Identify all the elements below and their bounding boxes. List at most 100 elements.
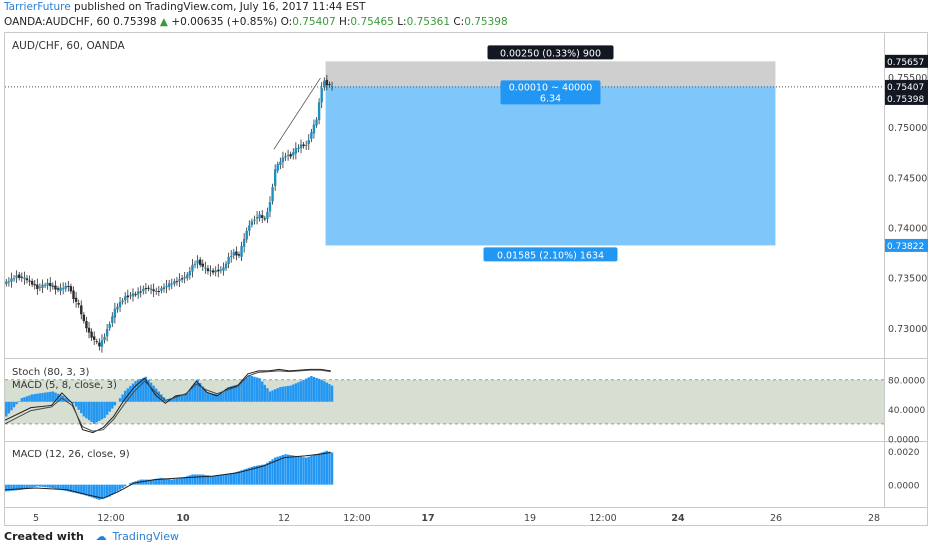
publish-info: TarrierFuture published on TradingView.c…	[4, 1, 365, 13]
candle-body	[162, 287, 166, 289]
candle-body	[240, 245, 243, 257]
candle-body	[268, 202, 272, 212]
candle-body	[10, 278, 13, 282]
footer: Created with ☁ TradingView	[4, 530, 179, 543]
candle-body	[191, 264, 194, 272]
candle-body	[30, 280, 34, 285]
open-label: O:	[280, 16, 293, 28]
candle-body	[196, 260, 199, 264]
axis-price-box	[885, 238, 928, 252]
price-tick-label: 0.73500	[888, 274, 927, 285]
time-tick-label: 17	[421, 513, 434, 524]
candle-body	[80, 305, 83, 315]
candle-body	[183, 276, 186, 279]
candle-body	[108, 324, 111, 329]
stoch-band	[5, 379, 884, 424]
candle-body	[126, 295, 130, 298]
symbol-info: OANDA:AUDCHF, 60 0.75398 ▲ +0.00635 (+0.…	[4, 16, 508, 28]
candle-body	[188, 271, 192, 276]
candle-body	[131, 293, 135, 297]
target-label: 0.01585 (2.10%) 1634	[497, 250, 604, 261]
candle-body	[7, 281, 11, 283]
candle-body	[136, 291, 140, 295]
candle-body	[41, 284, 44, 288]
price-tick-label: 0.74000	[888, 224, 927, 235]
candle-body	[43, 285, 47, 287]
candle-body	[245, 230, 248, 240]
take-profit-zone	[325, 86, 776, 246]
target-label-box	[483, 247, 618, 262]
close-label: C:	[453, 16, 465, 28]
candle-body	[147, 287, 150, 289]
ratio-label: 6.34	[540, 93, 561, 104]
axis-price-box	[885, 54, 928, 68]
time-tick-label: 12:00	[97, 513, 124, 524]
tradingview-logo-icon[interactable]: ☁	[95, 530, 107, 543]
macd-tick-label: 0.0000	[888, 482, 920, 492]
candle-body	[59, 287, 62, 291]
up-arrow-icon: ▲	[159, 16, 168, 28]
macd-title: MACD (12, 26, close, 9)	[12, 449, 130, 460]
candle-body	[124, 296, 127, 301]
tradingview-brand[interactable]: TradingView	[112, 530, 179, 543]
stop-label: 0.00250 (0.33%) 900	[500, 48, 601, 59]
candle-body	[152, 289, 155, 292]
candle-body	[255, 217, 259, 219]
high-label: H:	[338, 16, 351, 28]
candle-body	[77, 303, 80, 305]
candle-body	[85, 321, 88, 329]
candle-body	[286, 154, 290, 156]
candle-body	[95, 341, 98, 343]
candle-body	[149, 288, 153, 290]
candle-body	[227, 256, 230, 264]
candle-body	[25, 278, 29, 281]
candle-body	[142, 288, 145, 292]
candle-body	[23, 277, 26, 279]
publish-text: published on TradingView.com, July 16, 2…	[74, 1, 366, 13]
candle-body	[204, 267, 207, 269]
price-pane: 0.75500 0.75000 0.74500 0.74000 0.73500 0.730…	[4, 32, 928, 508]
candle-body	[134, 294, 137, 296]
author-link[interactable]: TarrierFuture	[4, 1, 71, 13]
candle-body	[15, 275, 18, 278]
candle-body	[211, 270, 215, 273]
candle-body	[98, 342, 101, 347]
candle-body	[103, 336, 106, 341]
candle-body	[173, 281, 176, 285]
candle-body	[69, 286, 73, 292]
candle-body	[33, 284, 36, 286]
candle-body	[51, 285, 55, 287]
time-axis: 5 12:00 10 12 12:00 17 19 12:00 24 26 28	[33, 513, 880, 524]
candle-body	[304, 144, 308, 146]
low-value: 0.75361	[406, 16, 450, 28]
time-tick-label: 19	[524, 513, 536, 524]
macd-tick-label: 0.0020	[888, 448, 920, 458]
price-tick-label: 0.75000	[888, 123, 927, 134]
open-value: 0.75407	[292, 16, 336, 28]
time-tick-label: 12:00	[589, 513, 616, 524]
trend-line	[273, 77, 321, 150]
candle-body	[276, 164, 279, 171]
candle-body	[64, 285, 67, 289]
candle-body	[292, 152, 295, 156]
time-tick-label: 12:00	[343, 513, 370, 524]
candle-body	[266, 211, 269, 219]
price-tick-label: 0.75500	[888, 73, 927, 84]
candle-body	[100, 340, 104, 347]
time-tick-label: 5	[33, 513, 39, 524]
last-price: 0.75398	[113, 16, 157, 28]
candle-body	[258, 214, 261, 219]
candle-body	[310, 132, 313, 139]
low-label: L:	[397, 16, 407, 28]
stoch-d-line	[4, 369, 331, 432]
candle-body	[157, 290, 161, 292]
candle-body	[74, 297, 78, 302]
candle-body	[307, 139, 310, 145]
close-value: 0.75398	[464, 16, 508, 28]
stoch-tick-label: 80.0000	[888, 377, 925, 387]
candle-body	[56, 288, 60, 290]
candle-body	[222, 267, 225, 271]
candle-body	[92, 336, 96, 340]
macd-overlay-title: MACD (5, 8, close, 3)	[12, 380, 117, 391]
